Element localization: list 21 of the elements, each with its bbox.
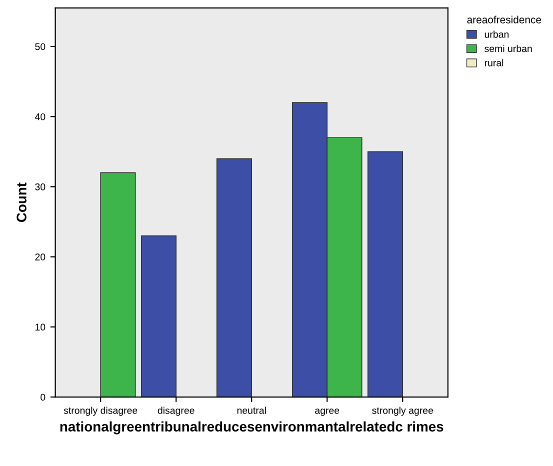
x-axis-title: nationalgreentribunalreducesenvironmantalrelatedc rimes [60,421,444,434]
y-tick-label: 10 [36,324,46,331]
x-tick-label: agree [315,408,340,416]
y-tick-label: 20 [35,254,46,260]
x-tick-label: disagree [158,406,194,416]
legend-label: rural [484,59,504,66]
bar [216,158,252,398]
legend-label: urban [484,30,509,38]
x-tick-label: strongly agree [372,406,433,416]
legend-label: semi urban [484,44,532,52]
bar [367,151,404,398]
y-tick-label: 50 [35,43,46,50]
y-tick-label: 30 [35,183,46,190]
x-tick-label: neutral [237,406,266,414]
bar [140,235,177,398]
y-tick-label: 0 [40,394,46,401]
bar [100,172,136,398]
x-tick-label: strongly disagree [64,406,138,416]
legend-title: areaofresidence [467,16,542,24]
y-tick-label: 40 [34,113,46,120]
y-axis-title: Count [16,182,26,222]
